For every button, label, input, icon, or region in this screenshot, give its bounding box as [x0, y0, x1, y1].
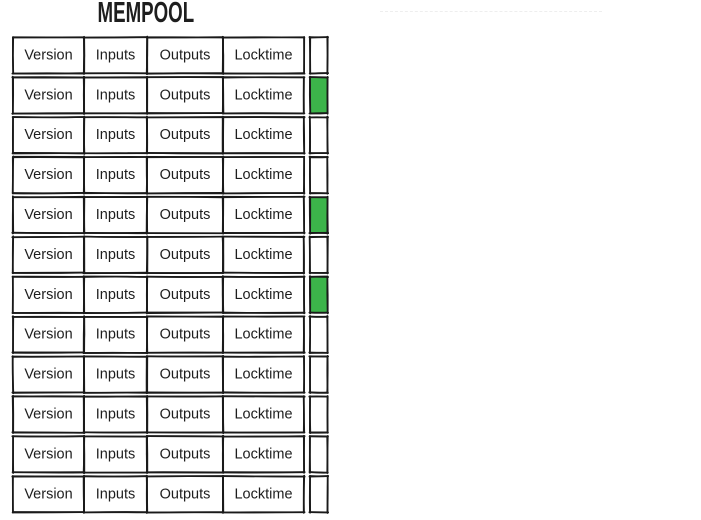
svg-text:Locktime: Locktime	[234, 287, 292, 303]
svg-text:Outputs: Outputs	[160, 287, 211, 303]
svg-text:Version: Version	[24, 486, 72, 502]
svg-text:Version: Version	[24, 127, 72, 143]
svg-text:Outputs: Outputs	[160, 247, 211, 263]
svg-text:Inputs: Inputs	[96, 327, 136, 343]
svg-text:Inputs: Inputs	[96, 207, 136, 223]
svg-text:Outputs: Outputs	[160, 167, 211, 183]
svg-text:Inputs: Inputs	[96, 247, 136, 263]
svg-text:Version: Version	[24, 167, 72, 183]
svg-text:Locktime: Locktime	[234, 127, 292, 143]
svg-text:Version: Version	[24, 287, 72, 303]
svg-text:Inputs: Inputs	[96, 47, 136, 63]
svg-text:Version: Version	[24, 367, 72, 383]
svg-text:Version: Version	[24, 207, 72, 223]
svg-text:Outputs: Outputs	[160, 486, 211, 502]
svg-text:Inputs: Inputs	[96, 367, 136, 383]
svg-text:Locktime: Locktime	[234, 207, 292, 223]
svg-text:Locktime: Locktime	[234, 407, 292, 423]
svg-text:Version: Version	[24, 407, 72, 423]
svg-text:Version: Version	[24, 47, 72, 63]
svg-text:Locktime: Locktime	[234, 446, 292, 462]
svg-text:Inputs: Inputs	[96, 167, 136, 183]
svg-text:Outputs: Outputs	[160, 87, 211, 103]
svg-text:Locktime: Locktime	[234, 47, 292, 63]
svg-text:Locktime: Locktime	[234, 247, 292, 263]
svg-text:Version: Version	[24, 446, 72, 462]
svg-text:Inputs: Inputs	[96, 486, 136, 502]
svg-text:Inputs: Inputs	[96, 287, 136, 303]
svg-text:Outputs: Outputs	[160, 327, 211, 343]
svg-text:Inputs: Inputs	[96, 87, 136, 103]
svg-text:Locktime: Locktime	[234, 87, 292, 103]
svg-text:Version: Version	[24, 87, 72, 103]
svg-text:Inputs: Inputs	[96, 127, 136, 143]
svg-text:Locktime: Locktime	[234, 486, 292, 502]
svg-text:Locktime: Locktime	[234, 327, 292, 343]
svg-text:Version: Version	[24, 247, 72, 263]
svg-text:Outputs: Outputs	[160, 47, 211, 63]
svg-text:Outputs: Outputs	[160, 207, 211, 223]
svg-text:Outputs: Outputs	[160, 367, 211, 383]
svg-text:Locktime: Locktime	[234, 167, 292, 183]
svg-text:Outputs: Outputs	[160, 127, 211, 143]
svg-text:Version: Version	[24, 327, 72, 343]
svg-text:Locktime: Locktime	[234, 367, 292, 383]
svg-text:Outputs: Outputs	[160, 407, 211, 423]
svg-text:Outputs: Outputs	[160, 446, 211, 462]
svg-text:Inputs: Inputs	[96, 446, 136, 462]
svg-text:Inputs: Inputs	[96, 407, 136, 423]
